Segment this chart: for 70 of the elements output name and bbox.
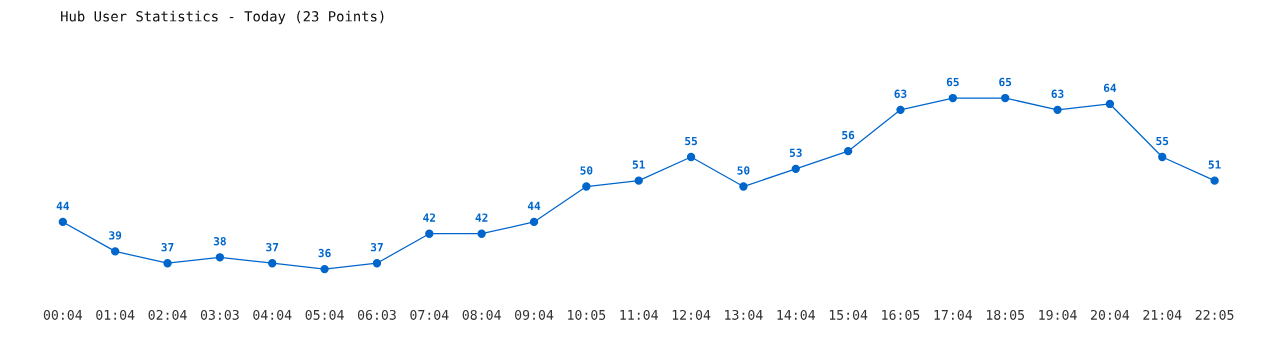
point [1053, 105, 1062, 115]
point [320, 264, 329, 274]
point [948, 93, 958, 103]
point [791, 164, 800, 174]
data-label: 65 [999, 77, 1012, 87]
data-label: 50 [737, 166, 750, 175]
x-tick-label: 21:04 [1143, 309, 1182, 320]
x-tick-label: 20:04 [1091, 309, 1130, 320]
x-tick-label: 03:03 [200, 309, 239, 320]
x-tick-label: 17:04 [934, 309, 973, 320]
x-tick-label: 07:04 [410, 309, 449, 320]
data-label: 50 [580, 166, 593, 175]
point [1105, 99, 1115, 109]
x-tick-label: 13:04 [725, 309, 763, 320]
point [1210, 176, 1219, 185]
x-tick-label: 00:04 [43, 309, 83, 320]
point [425, 229, 434, 238]
x-tick-label: 19:04 [1039, 309, 1077, 320]
point [896, 105, 905, 115]
data-label: 65 [946, 77, 959, 87]
point [686, 152, 696, 162]
x-tick-label: 11:04 [620, 309, 658, 320]
data-label: 63 [1051, 89, 1064, 98]
point [372, 259, 382, 268]
x-tick-label: 05:04 [305, 309, 344, 320]
x-tick-label: 04:04 [253, 309, 292, 320]
point [582, 182, 591, 191]
point [529, 217, 539, 227]
data-label: 55 [685, 136, 698, 146]
point [163, 259, 172, 268]
point [111, 247, 120, 256]
data-label: 55 [1156, 136, 1169, 146]
point [1001, 93, 1010, 103]
x-tick-label: 12:04 [672, 309, 711, 320]
data-label: 37 [266, 242, 279, 252]
data-label: 37 [161, 242, 174, 252]
data-label: 44 [527, 201, 541, 210]
x-tick-label: 06:03 [357, 309, 396, 320]
x-tick-label: 08:04 [462, 309, 501, 320]
point [477, 229, 486, 238]
x-tick-label: 18:05 [986, 309, 1024, 320]
data-label: 53 [789, 148, 802, 157]
x-tick-label: 02:04 [148, 309, 187, 320]
point [739, 182, 748, 191]
data-label: 51 [632, 160, 645, 169]
data-label: 44 [56, 201, 70, 210]
x-tick-label: 09:04 [515, 309, 554, 320]
data-label: 51 [1208, 160, 1221, 169]
x-tick-label: 10:05 [568, 309, 606, 320]
point [843, 146, 853, 156]
point [268, 259, 277, 268]
data-label: 56 [842, 130, 855, 140]
point [215, 253, 225, 262]
data-label: 63 [894, 89, 907, 98]
point [634, 176, 643, 185]
point [58, 217, 68, 227]
data-label: 38 [213, 237, 226, 246]
data-label: 36 [318, 248, 331, 258]
x-tick-label: 22:05 [1195, 309, 1234, 320]
x-tick-label: 01:04 [96, 309, 135, 320]
data-label: 39 [109, 231, 122, 240]
data-label: 37 [370, 242, 383, 252]
point [1158, 152, 1167, 162]
chart-title: Hub User Statistics - Today (23 Points) [61, 10, 384, 25]
x-tick-label: 14:04 [777, 309, 816, 320]
data-label: 64 [1103, 83, 1117, 93]
x-tick-label: 16:05 [882, 309, 920, 320]
x-tick-label: 15:04 [829, 309, 868, 320]
data-label: 42 [475, 213, 488, 222]
data-label: 42 [423, 213, 436, 222]
